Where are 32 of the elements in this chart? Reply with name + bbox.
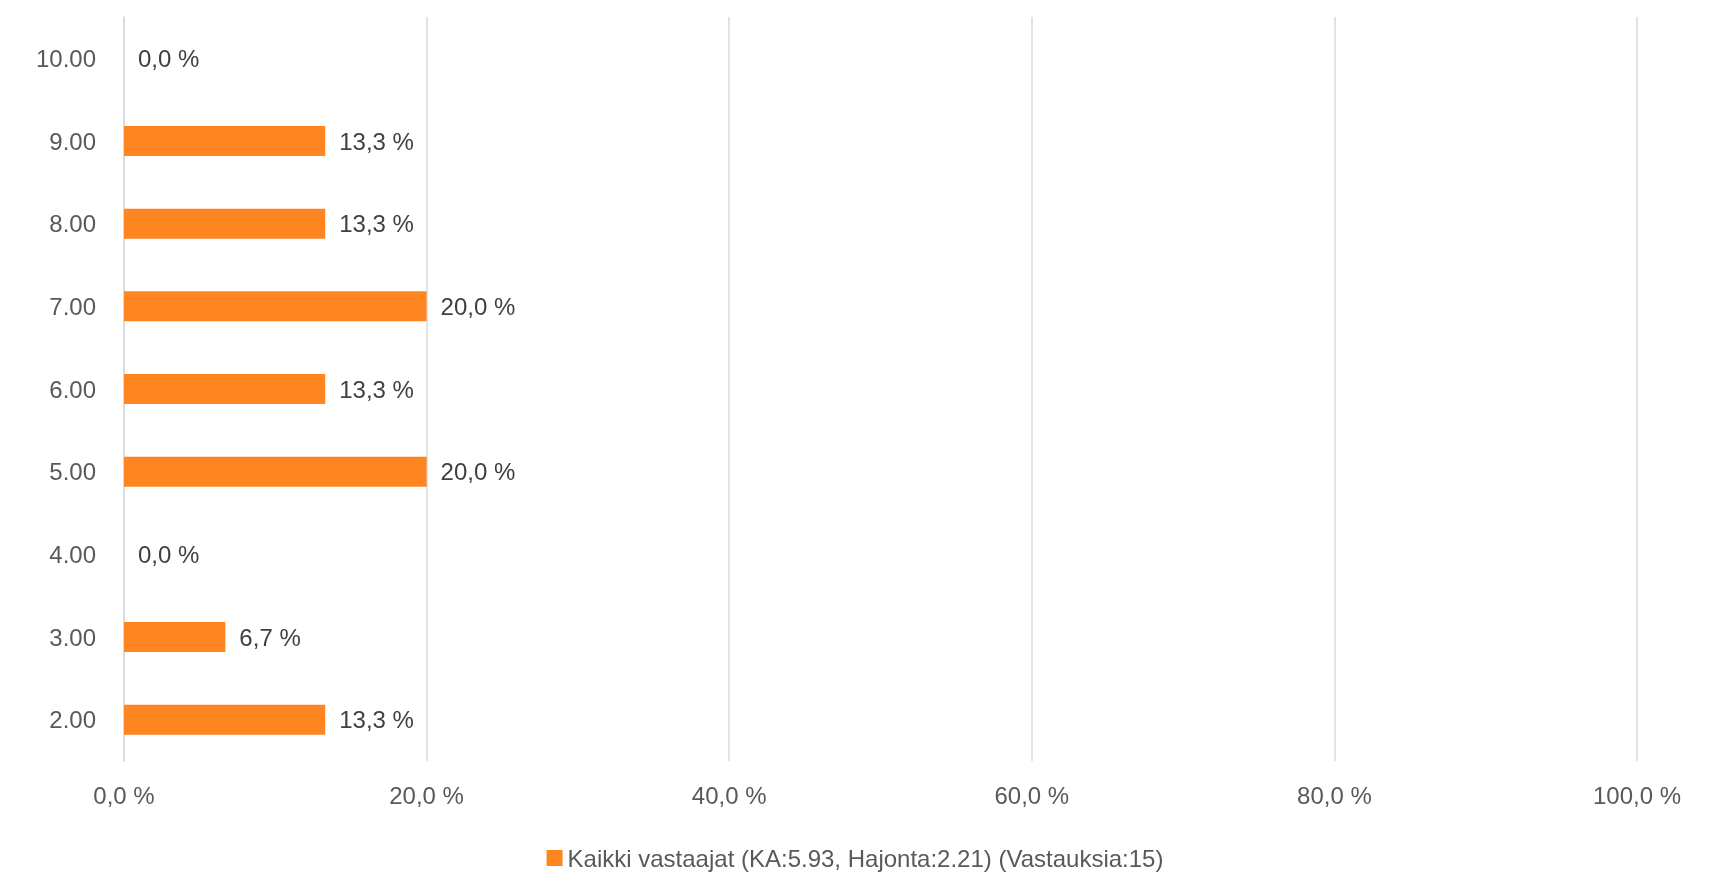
y-tick-label: 3.00 xyxy=(49,623,96,651)
y-tick-label: 7.00 xyxy=(49,292,96,320)
bar xyxy=(124,622,226,652)
data-label: 13,3 % xyxy=(339,210,414,238)
x-tick-label: 20,0 % xyxy=(389,781,464,809)
y-tick-label: 8.00 xyxy=(49,210,96,238)
legend-label: Kaikki vastaajat (KA:5.93, Hajonta:2.21) (Vastauksia:15) xyxy=(567,844,1164,872)
data-label: 20,0 % xyxy=(440,292,516,320)
data-label: 13,3 % xyxy=(339,706,414,734)
bar xyxy=(124,126,326,156)
bar xyxy=(124,374,326,404)
bar xyxy=(124,291,427,322)
y-tick-label: 5.00 xyxy=(49,458,96,486)
data-label: 13,3 % xyxy=(339,127,414,155)
x-tick-label: 80,0 % xyxy=(1297,781,1372,809)
data-label: 20,0 % xyxy=(440,458,516,486)
data-label: 6,7 % xyxy=(239,623,301,651)
x-tick-label: 100,0 % xyxy=(1592,781,1682,809)
bar xyxy=(124,704,326,735)
bar xyxy=(124,208,326,239)
x-tick-label: 60,0 % xyxy=(994,781,1070,809)
x-tick-label: 40,0 % xyxy=(691,781,767,809)
y-tick-label: 9.00 xyxy=(49,127,96,155)
x-tick-label: 0,0 % xyxy=(93,781,155,809)
y-tick-label: 10.00 xyxy=(35,44,96,72)
y-tick-label: 6.00 xyxy=(49,375,96,403)
data-label: 0,0 % xyxy=(138,44,200,72)
bar xyxy=(124,456,427,487)
y-tick-label: 2.00 xyxy=(49,706,96,734)
data-label: 0,0 % xyxy=(138,540,200,568)
data-label: 13,3 % xyxy=(339,375,414,403)
y-tick-label: 4.00 xyxy=(49,540,96,568)
